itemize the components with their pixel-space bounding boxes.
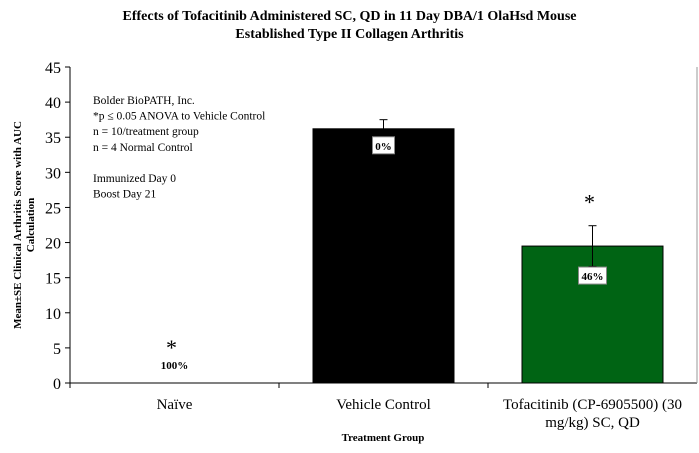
x-tick-label: Vehicle Control: [336, 397, 431, 413]
x-tick-label: Tofacitinib (CP-6905500) (30: [503, 397, 682, 413]
y-tick-label: 25: [45, 200, 61, 217]
annotation-line: n = 10/treatment group: [93, 126, 199, 138]
annotation-line: n = 4 Normal Control: [93, 142, 193, 154]
y-axis-label-line2: Calculation: [25, 198, 37, 252]
data-label: 100%: [161, 360, 189, 372]
annotation-line: Immunized Day 0: [93, 173, 176, 185]
y-axis-label-line1: Mean±SE Clinical Arthritis Score with AU…: [12, 121, 24, 329]
data-label-box: [578, 266, 607, 285]
y-tick-label: 0: [53, 376, 61, 393]
data-label: 46%: [582, 271, 604, 283]
y-tick-label: 30: [45, 165, 61, 182]
chart-title-line1: Effects of Tofacitinib Administered SC, …: [122, 9, 577, 24]
annotation-line: *p ≤ 0.05 ANOVA to Vehicle Control: [93, 111, 265, 123]
data-label: 0%: [375, 141, 392, 153]
y-tick-label: 5: [53, 341, 61, 358]
y-tick-label: 15: [45, 271, 61, 288]
data-label-box: [372, 136, 395, 155]
significance-marker: *: [166, 335, 177, 360]
y-tick-label: 45: [45, 60, 61, 77]
y-tick-label: 20: [45, 236, 61, 253]
y-tick-label: 40: [45, 95, 61, 112]
x-tick-label-line2: mg/kg) SC, QD: [545, 415, 640, 431]
y-tick-label: 10: [45, 306, 61, 323]
chart-title-line2: Established Type II Collagen Arthritis: [235, 27, 464, 42]
annotation-line: Boost Day 21: [93, 189, 157, 201]
x-tick-label: Naïve: [157, 397, 193, 413]
x-axis-label: Treatment Group: [342, 432, 425, 444]
bar: [312, 128, 455, 384]
significance-marker: *: [584, 190, 595, 215]
y-tick-label: 35: [45, 130, 61, 147]
annotation-line: Bolder BioPATH, Inc.: [93, 95, 195, 107]
